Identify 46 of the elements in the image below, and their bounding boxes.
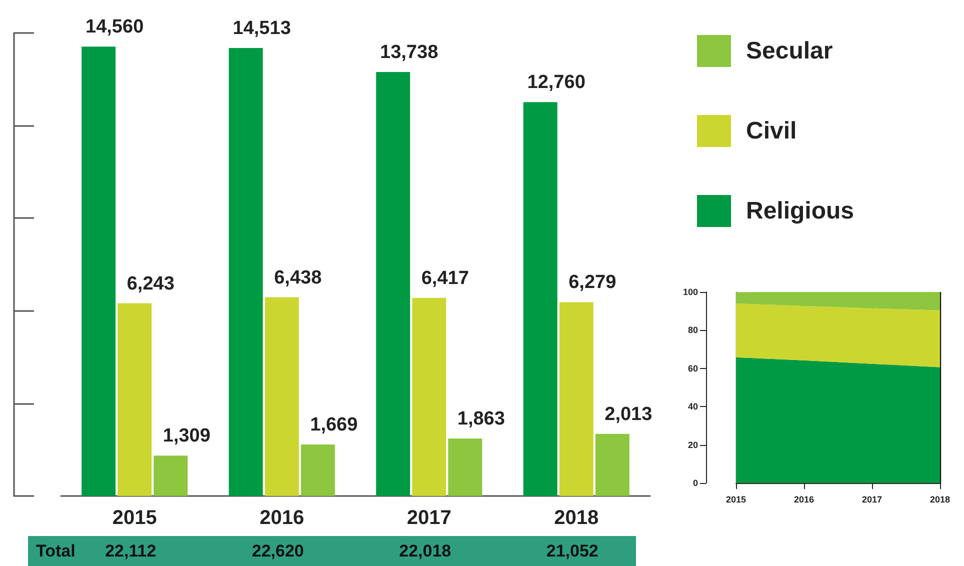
data-label: 12,760 [527,72,586,94]
y-tick-label: 0 [692,478,698,488]
bar [595,434,630,496]
total-label: 22,018 [399,542,452,560]
text: Total [36,542,76,560]
bar [154,456,188,496]
legend-label: Secular [746,38,833,64]
y-tick-label: 60 [688,363,698,374]
data-label: 14,513 [232,18,291,40]
data-label: 6,279 [568,272,616,294]
bar [82,46,116,496]
bar [300,444,335,496]
bar [118,303,152,496]
bar [228,48,263,496]
data-label: 1,669 [310,414,358,436]
legend-label: Civil [746,118,797,144]
data-label: 1,309 [162,426,210,447]
total-label: 22,620 [252,542,304,560]
bar [448,438,482,496]
bar [412,298,446,496]
x-tick-label: 2018 [554,507,599,529]
x-tick-label: 2017 [862,494,882,504]
x-tick-label: 2016 [260,507,304,529]
y-tick-label: 40 [688,402,698,412]
y-tick-label: 80 [688,325,698,336]
y-tick-label: 100 [682,287,698,297]
y-tick-label: 20 [688,440,698,450]
x-tick-label: 2017 [406,507,452,529]
total-label: 21,052 [546,542,598,560]
total-label: 22,112 [105,542,156,560]
data-label: 6,417 [421,268,469,289]
data-label: 2,013 [604,404,652,425]
data-label: 14,560 [86,16,144,38]
x-tick-label: 2015 [726,494,746,504]
bar [523,102,558,496]
data-label: 6,438 [274,267,322,288]
data-label: 6,243 [126,273,174,294]
x-tick-label: 2016 [794,494,814,504]
bar [376,72,410,496]
legend-label: Religious [746,198,854,224]
data-label: 1,863 [457,408,505,430]
bar [264,297,299,496]
bar [559,302,594,496]
data-label: 13,738 [380,42,438,63]
x-tick-label: 2015 [112,507,157,529]
x-tick-label: 2018 [930,494,950,504]
